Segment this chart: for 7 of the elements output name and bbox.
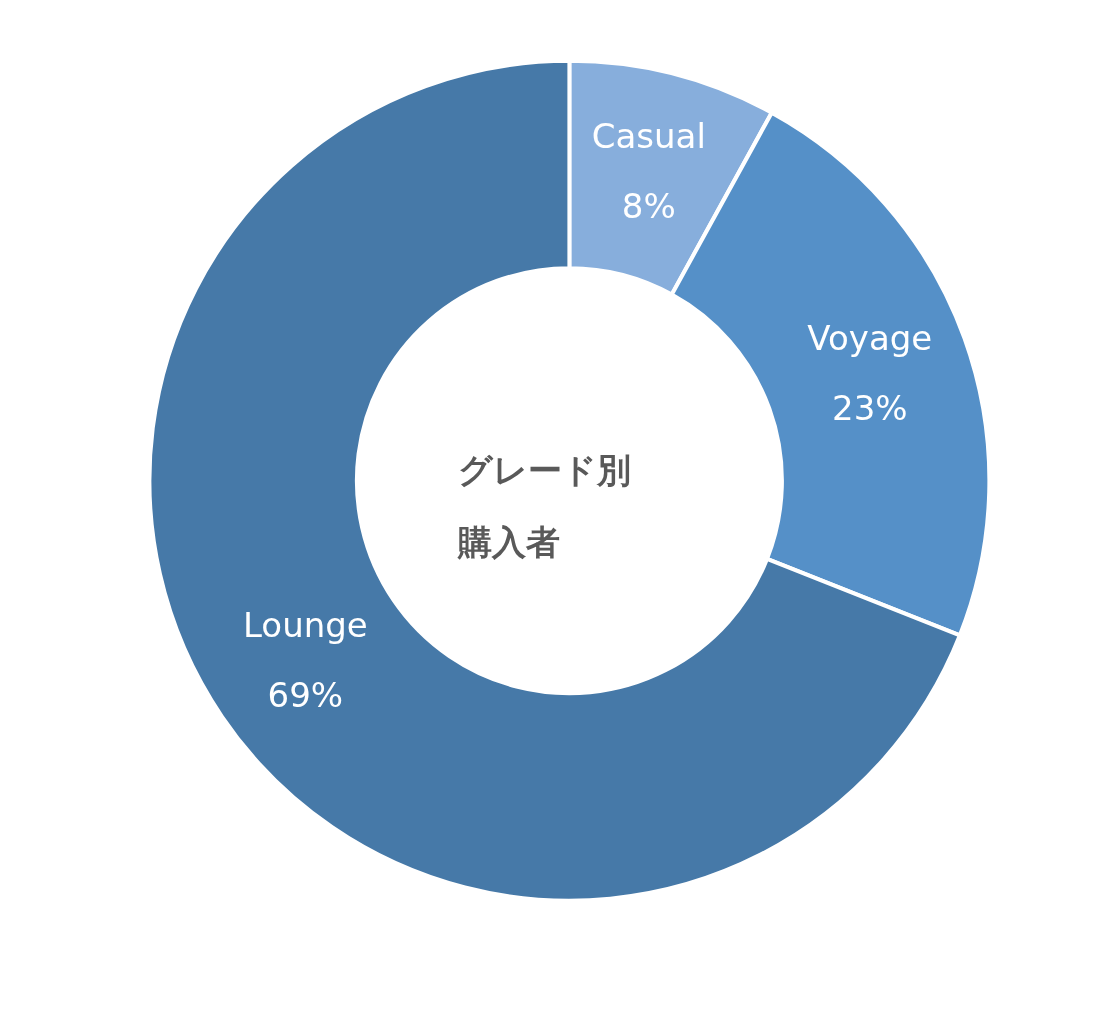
slice-label: Voyage	[807, 317, 933, 358]
slice-label: Lounge	[242, 605, 368, 646]
data-label: 8%	[621, 186, 676, 227]
slice-label: Casual	[591, 116, 706, 157]
text: グレード別購入者	[456, 450, 631, 562]
data-label: 23%	[831, 387, 908, 428]
data-label: 69%	[267, 675, 344, 716]
